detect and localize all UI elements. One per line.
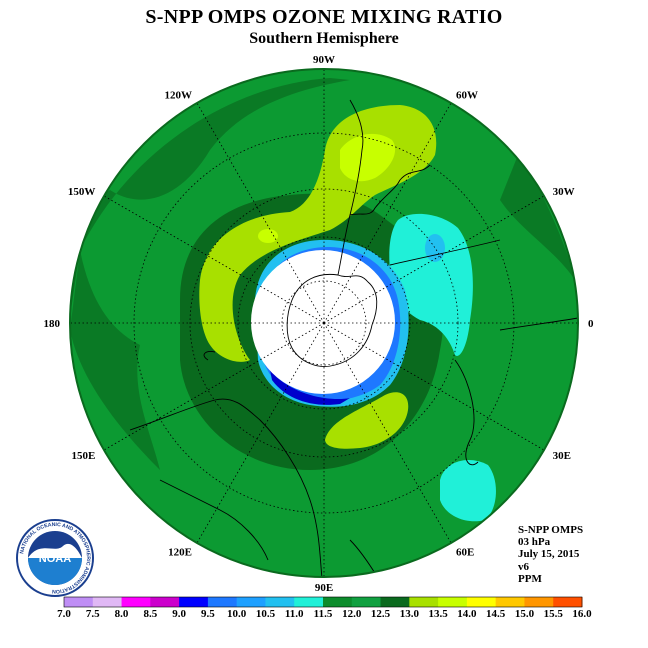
info-line: July 15, 2015 [518,548,580,561]
longitude-label: 90W [313,54,335,66]
info-line: S-NPP OMPS [518,524,584,536]
colorbar-swatch [495,597,525,607]
colorbar-swatch [236,597,266,607]
colorbar-label: 13.5 [428,608,448,620]
patch-bright [340,133,396,182]
colorbar-label: 14.5 [486,608,506,620]
colorbar-swatch [438,597,468,607]
map-boundary [69,68,579,578]
longitude-label: 150E [72,450,96,462]
colorbar-swatch [524,597,554,607]
colorbar-border [63,596,583,608]
colorbar-swatch [121,597,151,607]
blue-patch-east [425,234,445,262]
colorbar-swatch [351,597,382,607]
colorbar-label: 16.0 [572,608,592,620]
colorbar-swatch [553,597,583,607]
colorbar-label: 15.0 [515,608,535,620]
band-yellowgreen-south [325,392,409,449]
colorbar-label: 7.5 [86,608,100,620]
patch-bright-small [258,229,278,243]
dark-belt-e [500,150,575,280]
colorbar-swatch [380,597,410,607]
colorbar-label: 7.0 [57,608,71,620]
info-block: S-NPP OMPS 03 hPa July 15, 2015 v6 PPM [518,524,583,585]
colorbar-swatch [150,597,180,607]
cyan-region-se [440,460,496,522]
colorbar-swatch [92,597,123,607]
colorbar-label: 11.0 [285,608,304,620]
info-line: 03 hPa [518,536,551,549]
longitude-label: 90E [315,582,333,594]
map-subtitle: Southern Hemisphere [249,30,399,47]
cyan-region-east [389,213,473,356]
colorbar-swatch [265,597,295,607]
colorbar-swatch [409,597,439,607]
info-line: PPM [518,572,542,585]
colorbar-swatch [64,597,94,607]
colorbar-swatch [323,597,353,607]
longitude-label: 0 [588,318,594,330]
map-title: S-NPP OMPS OZONE MIXING RATIO [145,6,503,28]
longitude-label: 60E [456,547,474,559]
colorbar-label: 11.5 [314,608,333,620]
vortex-edge-darkblue [270,370,350,405]
longitude-label: 30E [553,450,571,462]
logo-text: NOAA [39,553,71,565]
coastlines [129,99,578,577]
dark-belt-nw [70,78,350,330]
colorbar-label: 9.0 [172,608,186,620]
longitude-label: 180 [44,318,61,330]
colorbar: 7.0 7.5 8.0 8.5 9.0 9.5 10.0 10.5 11.0 11.5 12.0 12… [57,596,592,620]
colorbar-label: 10.0 [227,608,247,620]
longitude-label: 150W [68,186,96,198]
longitude-labels: 90W 60W 30W 0 30E 60E 90E 120E 150E 180 150W 120W [44,54,595,594]
info-line: v6 [518,560,529,573]
colorbar-label: 12.5 [371,608,391,620]
colorbar-label: 14.0 [457,608,477,620]
ozone-field [70,69,578,577]
colorbar-label: 13.0 [400,608,420,620]
noaa-logo: NATIONAL OCEANIC AND ATMOSPHERIC ADMINIS… [16,519,94,597]
longitude-label: 120W [165,89,193,101]
colorbar-label: 12.0 [342,608,362,620]
colorbar-swatch [466,597,497,607]
longitude-label: 60W [456,89,478,101]
longitude-label: 120E [168,547,192,559]
colorbar-label: 9.5 [201,608,215,620]
longitude-label: 30W [553,186,575,198]
colorbar-label: 8.0 [115,608,129,620]
colorbar-swatch [207,597,238,607]
colorbar-label: 10.5 [256,608,276,620]
colorbar-label: 8.5 [143,608,157,620]
dark-belt-w [70,250,160,470]
graticule [70,69,578,577]
colorbar-label: 15.5 [544,608,564,620]
colorbar-swatch [179,597,209,607]
colorbar-swatch [294,597,324,607]
